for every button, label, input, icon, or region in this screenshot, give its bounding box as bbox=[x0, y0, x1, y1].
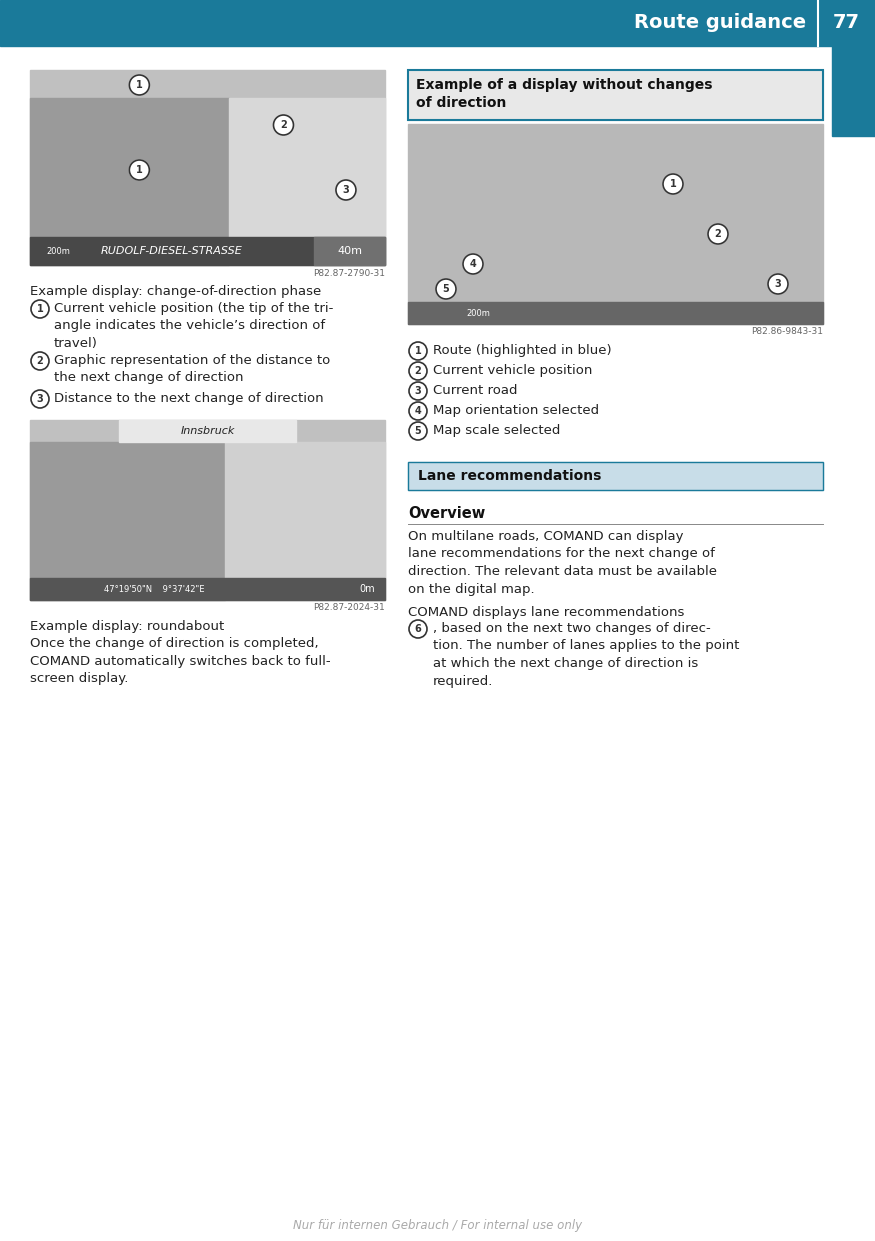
Circle shape bbox=[663, 174, 683, 194]
Circle shape bbox=[436, 279, 456, 299]
Text: 1: 1 bbox=[136, 79, 143, 91]
Text: Example of a display without changes
of direction: Example of a display without changes of … bbox=[416, 78, 712, 110]
Text: Overview: Overview bbox=[408, 506, 486, 521]
Text: 2: 2 bbox=[280, 120, 287, 130]
Bar bbox=[30, 578, 385, 599]
Text: Navigation system: Navigation system bbox=[847, 231, 860, 361]
Text: 2: 2 bbox=[415, 366, 422, 376]
Text: 4: 4 bbox=[415, 406, 422, 416]
Circle shape bbox=[409, 343, 427, 360]
Text: 3: 3 bbox=[37, 393, 44, 405]
Circle shape bbox=[409, 422, 427, 441]
Text: COMAND displays lane recommendations: COMAND displays lane recommendations bbox=[408, 606, 684, 619]
Text: 40m: 40m bbox=[337, 246, 362, 256]
Text: , based on the next two changes of direc-
tion. The number of lanes applies to t: , based on the next two changes of direc… bbox=[433, 622, 739, 688]
Text: P82.87-2790-31: P82.87-2790-31 bbox=[313, 268, 385, 278]
Circle shape bbox=[409, 362, 427, 380]
Bar bbox=[0, 0, 875, 46]
Text: Current vehicle position: Current vehicle position bbox=[433, 364, 592, 377]
Text: Distance to the next change of direction: Distance to the next change of direction bbox=[54, 392, 324, 405]
Bar bbox=[832, 46, 875, 137]
Text: 1: 1 bbox=[37, 304, 44, 314]
Text: 200m: 200m bbox=[46, 247, 70, 256]
Text: Route guidance: Route guidance bbox=[634, 14, 806, 32]
Circle shape bbox=[31, 390, 49, 408]
Text: Graphic representation of the distance to
the next change of direction: Graphic representation of the distance t… bbox=[54, 354, 330, 385]
Text: 3: 3 bbox=[343, 185, 349, 195]
Text: 1: 1 bbox=[669, 179, 676, 189]
Text: Current vehicle position (the tip of the tri-
angle indicates the vehicle’s dire: Current vehicle position (the tip of the… bbox=[54, 302, 333, 350]
Text: Example display: roundabout: Example display: roundabout bbox=[30, 620, 224, 633]
Bar bbox=[408, 302, 823, 324]
Text: P82.86-9843-31: P82.86-9843-31 bbox=[751, 328, 823, 336]
Circle shape bbox=[336, 180, 356, 200]
Text: On multilane roads, COMAND can display
lane recommendations for the next change : On multilane roads, COMAND can display l… bbox=[408, 530, 717, 596]
Bar bbox=[30, 237, 385, 266]
Text: Map scale selected: Map scale selected bbox=[433, 424, 560, 437]
Text: 77: 77 bbox=[833, 14, 860, 32]
Circle shape bbox=[409, 382, 427, 400]
Text: Nur für internen Gebrauch / For internal use only: Nur für internen Gebrauch / For internal… bbox=[293, 1219, 582, 1231]
Bar bbox=[119, 419, 297, 442]
Circle shape bbox=[274, 115, 293, 135]
Circle shape bbox=[708, 223, 728, 244]
Bar bbox=[408, 124, 823, 324]
Text: 6: 6 bbox=[415, 624, 422, 634]
Text: 3: 3 bbox=[774, 279, 781, 289]
Text: Lane recommendations: Lane recommendations bbox=[418, 469, 601, 483]
Text: 200m: 200m bbox=[466, 309, 490, 318]
Circle shape bbox=[463, 254, 483, 274]
Text: 2: 2 bbox=[715, 230, 721, 240]
Text: 3: 3 bbox=[415, 386, 422, 396]
Bar bbox=[225, 442, 385, 599]
Bar bbox=[408, 462, 823, 490]
Bar bbox=[30, 98, 228, 266]
Text: 1: 1 bbox=[136, 165, 143, 175]
Text: 2: 2 bbox=[37, 356, 44, 366]
Text: 5: 5 bbox=[415, 426, 422, 436]
Text: 47°19'50"N    9°37'42"E: 47°19'50"N 9°37'42"E bbox=[104, 585, 205, 593]
Text: 4: 4 bbox=[470, 259, 476, 269]
Circle shape bbox=[31, 300, 49, 318]
Circle shape bbox=[409, 402, 427, 419]
Text: 5: 5 bbox=[443, 284, 450, 294]
Bar bbox=[408, 69, 823, 120]
Bar bbox=[228, 98, 385, 266]
Bar bbox=[408, 69, 823, 120]
Bar bbox=[408, 462, 823, 490]
Text: RUDOLF-DIESEL-STRASSE: RUDOLF-DIESEL-STRASSE bbox=[102, 246, 243, 256]
Circle shape bbox=[130, 160, 150, 180]
Circle shape bbox=[130, 74, 150, 96]
Text: P82.87-2024-31: P82.87-2024-31 bbox=[313, 603, 385, 613]
Text: 0m: 0m bbox=[360, 585, 374, 594]
Text: Current road: Current road bbox=[433, 383, 517, 397]
Circle shape bbox=[31, 352, 49, 370]
Bar bbox=[30, 442, 225, 599]
Bar bbox=[30, 419, 385, 599]
Text: Map orientation selected: Map orientation selected bbox=[433, 405, 599, 417]
Circle shape bbox=[409, 620, 427, 638]
Bar bbox=[30, 69, 385, 266]
Text: 1: 1 bbox=[415, 346, 422, 356]
Text: Once the change of direction is completed,
COMAND automatically switches back to: Once the change of direction is complete… bbox=[30, 637, 331, 685]
Bar bbox=[314, 237, 385, 266]
Circle shape bbox=[768, 274, 788, 294]
Text: Example display: change-of-direction phase: Example display: change-of-direction pha… bbox=[30, 285, 321, 298]
Text: Innsbruck: Innsbruck bbox=[180, 426, 235, 436]
Text: Route (highlighted in blue): Route (highlighted in blue) bbox=[433, 344, 612, 357]
